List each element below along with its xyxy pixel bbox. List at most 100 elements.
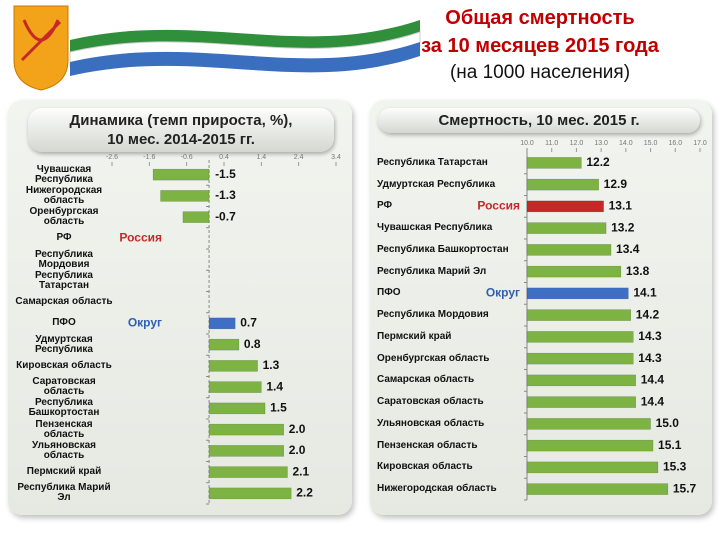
x-tick-label: 15.0 [644,140,658,147]
value-label: 14.2 [636,307,660,321]
bar [182,211,210,223]
x-tick-label: 10.0 [520,140,534,147]
bar [526,200,604,213]
value-label: -1.5 [215,167,236,181]
category-label: Ульяновская область [377,417,485,429]
value-label: 15.3 [663,460,687,474]
value-label: 12.2 [586,155,610,169]
value-label: 15.0 [656,416,680,430]
x-tick-label: 0.4 [219,154,229,161]
bar [526,178,599,191]
value-label: 0.8 [244,337,261,351]
category-label: Оренбургская область [29,206,99,228]
bar [208,466,288,478]
bar [208,338,240,351]
value-label: 13.4 [616,242,640,256]
category-label: Оренбургская область [377,352,490,364]
bar [526,309,632,321]
chart-title: Смертность, 10 мес. 2015 г. [378,108,700,133]
chart-title-line: Динамика (темп прироста, %), [69,112,293,129]
category-label: Чувашская Республика [34,163,93,185]
value-label: 2.0 [289,443,306,457]
annotation: Округ [128,316,162,330]
value-label: 12.9 [604,177,628,191]
x-tick-label: 17.0 [693,140,707,147]
category-label: Пензенская область [377,439,478,451]
x-tick-label: 11.0 [545,140,558,147]
category-label: Республика Татарстан [377,156,488,168]
slide-subtitle: (на 1000 населения) [449,62,631,83]
bar [526,374,636,387]
chart-title-line: 10 мес. 2014-2015 гг. [107,131,255,148]
value-label: 14.4 [641,373,665,387]
x-tick-label: -1.6 [143,154,155,161]
bar [526,352,634,365]
bar [208,445,284,457]
value-label: -0.7 [215,209,236,223]
bar [526,483,669,495]
bar [526,265,622,278]
value-label: 13.1 [609,199,633,213]
category-label: Республика Марий Эл [377,265,487,277]
title-line: за 10 месяцев 2015 года [421,35,659,57]
value-label: 14.1 [633,286,657,300]
category-label: Удмуртская Республика [34,333,93,355]
category-label: Нижегородская область [377,483,497,495]
category-label: Саратовская область [32,376,96,398]
annotation: Россия [119,231,162,245]
x-tick-label: 12.0 [570,140,584,147]
x-tick-label: 2.4 [294,154,304,161]
category-label: Саратовская область [377,396,484,408]
value-label: 0.7 [240,316,257,330]
x-tick-label: -0.6 [181,154,193,161]
x-tick-label: 1.4 [256,154,266,161]
value-label: 14.4 [641,394,665,408]
bar [526,439,654,452]
ribbon-green [70,20,420,56]
x-tick-label: 16.0 [668,140,682,147]
value-label: 1.4 [266,379,283,393]
category-label: Самарская область [15,296,113,308]
header-art [13,5,421,91]
value-label: 14.3 [638,351,662,365]
category-label: Нижегородская область [25,184,103,206]
ribbon-blue [70,42,420,76]
category-label: Ульяновская область [32,439,96,461]
value-label: 1.5 [270,401,287,415]
value-label: -1.3 [215,188,236,202]
x-tick-label: 14.0 [619,140,633,147]
bar [526,418,651,430]
bar [526,331,634,343]
bar [526,461,659,474]
annotation: Округ [486,286,520,300]
value-label: 15.7 [673,481,697,495]
value-label: 2.1 [292,464,309,478]
category-label: Республика Татарстан [34,269,93,291]
category-label: Кировская область [16,359,112,371]
category-label: Удмуртская Республика [377,178,496,190]
category-label: РФ [56,232,72,244]
bar [152,168,210,181]
chart-title: Динамика (темп прироста, %), 10 мес. 201… [28,108,334,152]
category-label: Пермский край [26,466,102,478]
value-label: 2.2 [296,486,313,500]
category-label: Пермский край [377,330,452,342]
x-tick-label: 3.4 [331,154,341,161]
bar [526,287,629,300]
category-label: Пензенская область [35,418,93,440]
category-label: РФ [377,200,393,212]
category-label: Республика Мордовия [377,309,489,321]
value-label: 2.0 [289,422,306,436]
value-label: 13.2 [611,220,635,234]
bar [208,317,236,330]
category-label: Республика Башкортостан [28,397,100,419]
bar [526,396,636,408]
bar [526,244,612,256]
slide-title: Общая смертность за 10 месяцев 2015 года [360,4,720,60]
category-label: Республика Башкортостан [377,243,509,255]
coat-arrow [20,20,62,62]
category-label: Республика Мордовия [34,248,93,270]
category-label: Кировская область [377,461,473,473]
value-label: 14.3 [638,329,662,343]
